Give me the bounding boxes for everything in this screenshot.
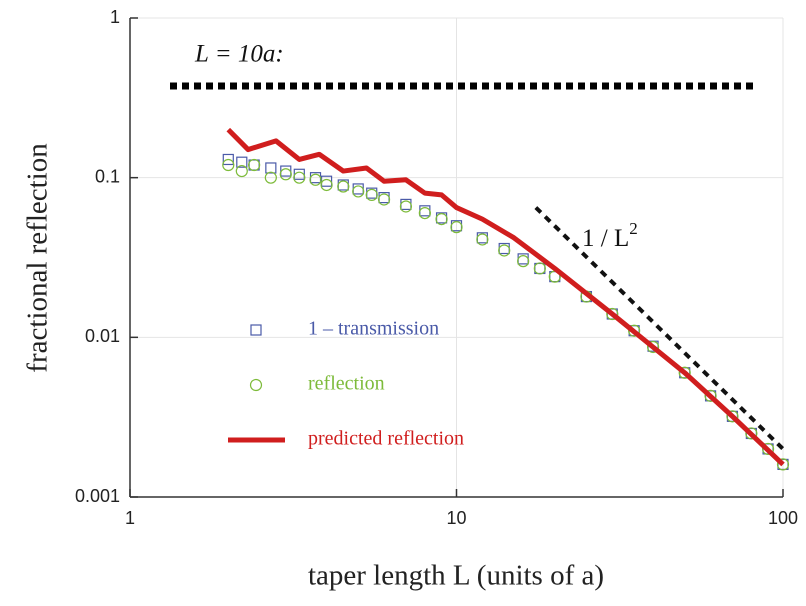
- legend-label: 1 – transmission: [308, 318, 439, 340]
- circle-marker: [606, 307, 619, 321]
- circle-marker: [222, 158, 235, 172]
- annotation: L = 10a:: [194, 41, 284, 68]
- circle-marker: [498, 244, 511, 257]
- legend-label: predicted reflection: [308, 428, 464, 450]
- circle-marker: [293, 171, 306, 184]
- circle-marker: [704, 389, 717, 402]
- circle-marker: [377, 193, 391, 206]
- circle-marker: [399, 200, 413, 213]
- circle-marker: [628, 324, 641, 337]
- circle-marker: [776, 458, 790, 471]
- circle-marker: [235, 164, 248, 178]
- x-axis-label: taper length L (units of a): [308, 560, 604, 592]
- circle-marker: [517, 255, 530, 268]
- circle-marker: [418, 206, 431, 220]
- circle-marker: [435, 213, 448, 226]
- annotation-text: 1 / L: [582, 225, 629, 252]
- square-marker: [265, 162, 277, 174]
- circle-marker: [450, 221, 463, 234]
- x-tick-label: 10: [446, 508, 466, 528]
- circle-marker: [476, 233, 489, 246]
- circle-marker: [264, 171, 277, 184]
- square-marker: [280, 165, 292, 177]
- circle-marker: [279, 168, 292, 181]
- circle-marker: [365, 188, 378, 201]
- annotation: 1 / L2: [582, 219, 638, 252]
- legend-swatch: [250, 324, 262, 336]
- circle-marker: [352, 185, 365, 198]
- square-marker: [236, 156, 248, 168]
- circle-marker: [761, 442, 775, 456]
- circle-marker: [337, 180, 350, 193]
- circle-marker: [533, 262, 546, 275]
- y-tick-label: 0.01: [85, 326, 120, 346]
- circle-marker: [646, 340, 660, 354]
- x-tick-label: 100: [768, 508, 798, 528]
- legend-swatch: [249, 378, 263, 392]
- y-tick-label: 0.001: [75, 486, 120, 506]
- circle-marker: [726, 410, 739, 423]
- predicted-line: [226, 127, 785, 467]
- circle-marker: [678, 366, 691, 379]
- x-tick-label: 1: [125, 508, 135, 528]
- annotation-superscript: 2: [629, 219, 638, 238]
- square-marker: [222, 153, 234, 166]
- circle-marker: [309, 173, 322, 186]
- y-axis-label: fractional reflection: [22, 143, 54, 373]
- reference-line: [534, 206, 785, 451]
- y-tick-label: 1: [110, 7, 120, 27]
- y-tick-label: 0.1: [95, 166, 120, 186]
- square-marker: [320, 175, 333, 187]
- circle-marker: [248, 158, 261, 172]
- circle-marker: [745, 427, 758, 440]
- circle-marker: [320, 178, 333, 192]
- legend-label: reflection: [308, 373, 385, 395]
